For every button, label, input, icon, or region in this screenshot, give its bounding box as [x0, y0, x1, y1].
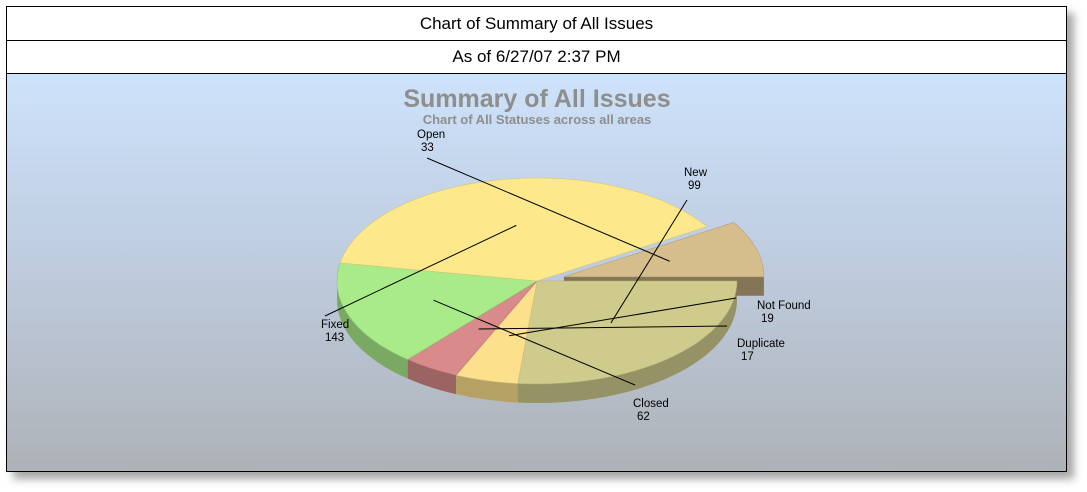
- slice-value-open: 33: [421, 142, 434, 154]
- report-title: Chart of Summary of All Issues: [7, 7, 1066, 41]
- leader-line-closed: [433, 299, 636, 386]
- pie-chart: Summary of All Issues Chart of All Statu…: [321, 85, 811, 423]
- report-frame: Chart of Summary of All Issues As of 6/2…: [6, 6, 1067, 472]
- leader-line-fixed: [324, 224, 517, 317]
- leader-line-not-found: [508, 297, 737, 337]
- slice-fixed: [339, 177, 708, 282]
- slice-label-not-found: Not Found: [757, 300, 811, 312]
- slice-open: [563, 222, 765, 278]
- leader-line-duplicate: [478, 325, 728, 330]
- slice-side-closed: [337, 281, 408, 379]
- slice-label-fixed: Fixed: [321, 319, 349, 331]
- chart-area: Summary of All Issues Chart of All Statu…: [7, 74, 1066, 471]
- slice-side-duplicate: [407, 359, 457, 395]
- slice-label-open: Open: [417, 129, 445, 141]
- leader-line-new: [610, 199, 688, 324]
- slice-label-new: New: [684, 167, 708, 179]
- slice-value-fixed: 143: [325, 332, 344, 344]
- chart-subtitle: Chart of All Statuses across all areas: [423, 112, 652, 127]
- report-timestamp: As of 6/27/07 2:37 PM: [7, 41, 1066, 74]
- slice-side-not-found: [456, 375, 518, 403]
- slice-value-duplicate: 17: [741, 351, 754, 363]
- chart-title: Summary of All Issues: [403, 85, 670, 113]
- slice-value-closed: 62: [637, 411, 650, 423]
- slice-label-duplicate: Duplicate: [737, 338, 785, 350]
- slice-label-closed: Closed: [633, 398, 669, 410]
- slice-value-new: 99: [688, 180, 701, 192]
- leader-line-open: [426, 157, 670, 262]
- slice-side-new: [517, 281, 737, 403]
- slice-value-not-found: 19: [761, 313, 774, 325]
